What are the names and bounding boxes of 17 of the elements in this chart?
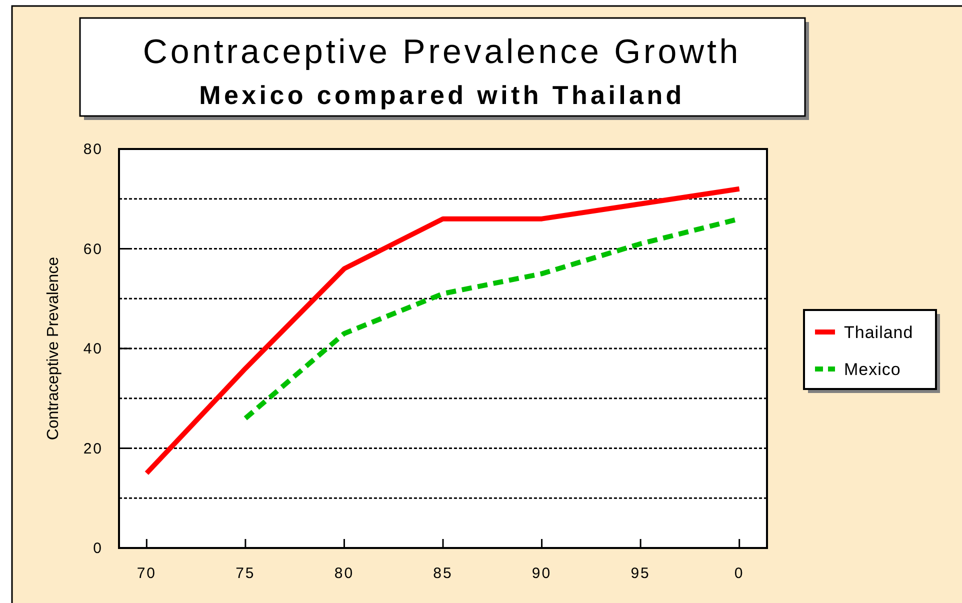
y-tick-label: 60	[83, 240, 103, 258]
x-tick-label: 70	[136, 565, 156, 582]
legend-label: Mexico	[844, 360, 901, 379]
x-tick-label: 75	[236, 565, 256, 582]
chart-title: Contraceptive Prevalence Growth	[142, 33, 742, 71]
x-tick-label: 90	[532, 565, 552, 582]
legend-label: Thailand	[844, 323, 914, 342]
y-tick-label: 80	[83, 141, 103, 158]
y-axis-title: Contraceptive Prevalence	[45, 256, 62, 440]
y-tick-label: 40	[83, 340, 103, 358]
x-tick-label: 0	[734, 565, 744, 582]
x-tick-label: 85	[433, 565, 453, 582]
x-tick-label: 95	[630, 565, 650, 582]
y-tick-label: 20	[83, 440, 103, 458]
chart-subtitle: Mexico compared with Thailand	[199, 80, 685, 110]
x-tick-label: 80	[334, 565, 354, 582]
y-tick-label: 0	[93, 540, 103, 557]
